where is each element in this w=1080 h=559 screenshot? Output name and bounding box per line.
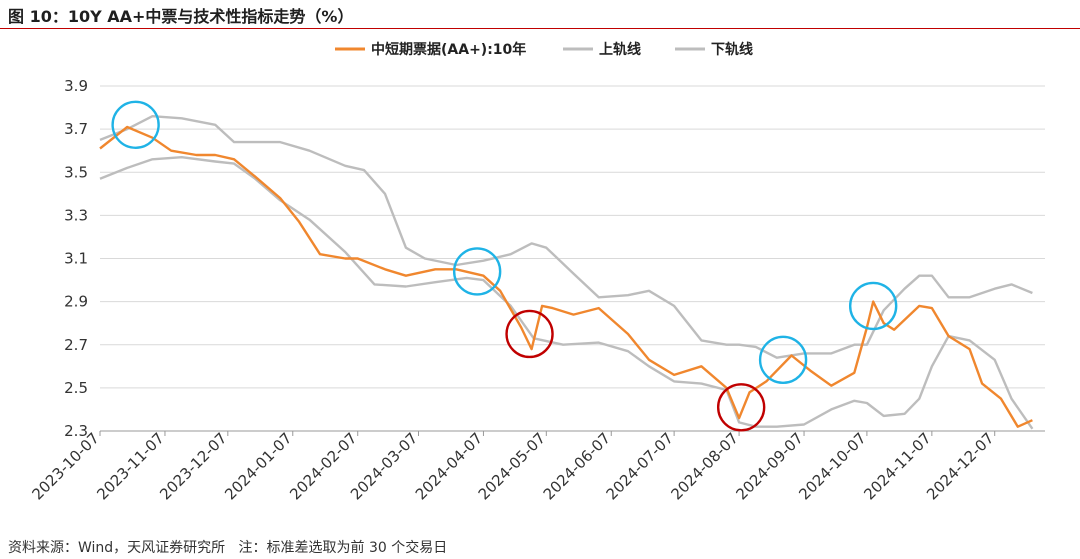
gridlines [100,85,1045,432]
x-axis: 2023-10-072023-11-072023-12-072024-01-07… [28,429,1045,503]
title-divider [0,28,1080,29]
y-tick-label: 2.5 [64,379,88,397]
series-line-main [99,125,1033,428]
annotation-circles [111,100,898,432]
x-tick-label: 2024-12-07 [923,429,997,503]
x-tick-label: 2024-07-07 [603,429,677,503]
x-tick-label: 2023-12-07 [156,429,230,503]
annotation-circle-blue [758,335,808,385]
y-tick-label: 2.3 [64,422,88,440]
annotation-circle-blue [452,247,502,296]
x-tick-label: 2024-05-07 [475,429,549,503]
y-tick-label: 3.9 [64,77,88,95]
annotation-circle-blue [848,281,898,331]
y-tick-label: 3.1 [64,250,88,268]
legend-label: 中短期票据(AA+):10年 [371,41,526,58]
y-tick-label: 2.7 [64,336,88,354]
y-axis: 2.3 2.5 2.7 2.9 3.1 3.3 3.5 3.7 3.9 [64,77,88,440]
y-tick-label: 3.5 [64,163,88,181]
series-lines [99,114,1034,430]
line-chart: 中短期票据(AA+):10年 上轨线 下轨线 2.3 2.5 2.7 2.9 3.1 3.3 3… [28,41,1045,503]
legend-label: 下轨线 [711,41,753,58]
series-line-lower [99,155,1034,430]
annotation-circle-red [716,383,766,432]
legend-label: 上轨线 [599,41,641,58]
x-tick-label: 2023-10-07 [28,429,102,503]
y-tick-label: 2.9 [64,293,88,311]
annotation-circle-red [505,309,554,359]
chart-title: 图 10：10Y AA+中票与技术性指标走势（%） [8,7,354,26]
source-note: 资料来源：Wind，天风证券研究所 注：标准差选取为前 30 个交易日 [8,540,448,556]
x-tick-label: 2024-10-07 [795,429,869,503]
y-tick-label: 3.7 [64,120,88,138]
x-tick-label: 2024-01-07 [221,429,295,503]
x-tick-label: 2024-08-07 [668,429,742,503]
annotation-circle-blue [111,100,160,150]
y-tick-label: 3.3 [64,206,88,224]
legend: 中短期票据(AA+):10年 上轨线 下轨线 [335,41,753,58]
series-line-upper [99,114,1033,359]
